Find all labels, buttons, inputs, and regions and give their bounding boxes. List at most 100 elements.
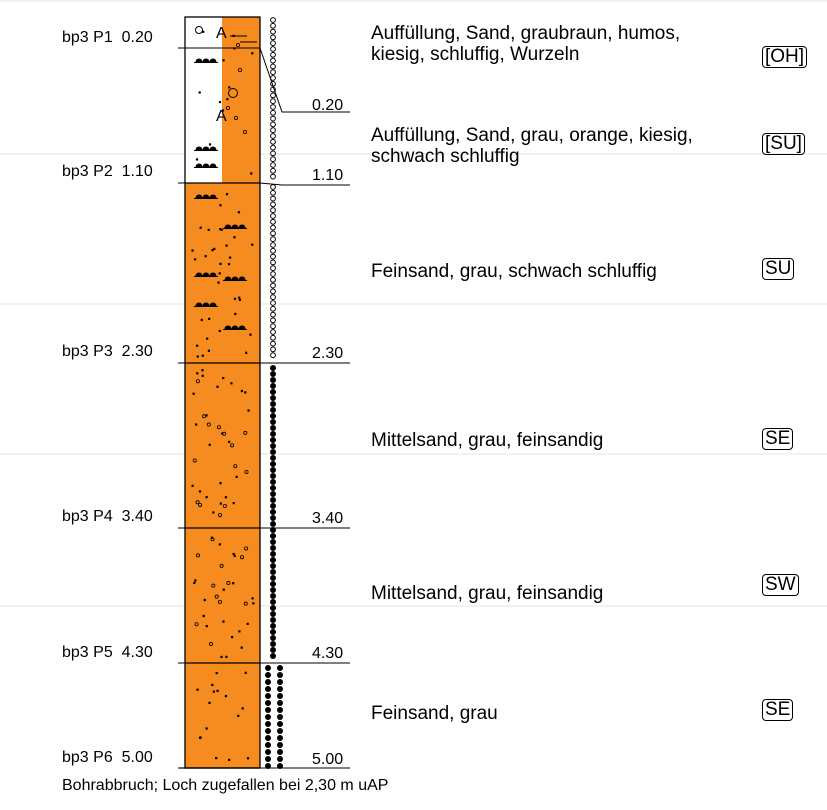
fine-sand-dot xyxy=(207,349,211,352)
silt-bump xyxy=(224,224,232,228)
silt-symbol xyxy=(223,224,247,229)
wet-dot xyxy=(270,647,276,653)
sand-dot xyxy=(230,382,233,385)
wet-dot xyxy=(270,611,276,617)
row-separators xyxy=(0,0,827,607)
depth-leader xyxy=(259,182,350,186)
fill-sand-dot xyxy=(198,91,201,94)
silt-bump xyxy=(224,325,232,329)
wet-dot xyxy=(270,551,276,557)
footer-note: Bohrabbruch; Loch zugefallen bei 2,30 m … xyxy=(62,777,389,794)
wet-dot xyxy=(270,587,276,593)
saturated-dot xyxy=(277,728,283,734)
saturated-dot xyxy=(277,686,283,692)
fine-sand-dot xyxy=(238,298,242,301)
fill-sand-dot xyxy=(222,59,225,62)
medium-sand-ring xyxy=(210,537,215,542)
sand-dot xyxy=(231,636,234,639)
silt-bump xyxy=(209,302,217,306)
saturated-dot xyxy=(265,686,271,692)
saturated-dot xyxy=(265,707,271,713)
sample-label-p6: bp3 P6 5.00 xyxy=(62,749,153,766)
medium-sand-ring xyxy=(218,513,223,518)
sand-dot xyxy=(208,443,211,446)
fine-sand-dot xyxy=(225,244,228,247)
medium-sand-ring xyxy=(243,430,248,435)
fill-sand-dot xyxy=(218,100,222,104)
moist-ring xyxy=(270,121,276,128)
moist-ring xyxy=(270,133,276,139)
sand-dot xyxy=(212,511,215,514)
saturated-dot xyxy=(265,679,271,685)
gravel-dot xyxy=(233,116,238,121)
fine-sand-dot xyxy=(208,701,211,704)
saturated-dot xyxy=(277,679,283,685)
silt-bump xyxy=(195,163,203,167)
sand-dot xyxy=(193,581,196,585)
fine-sand-dot xyxy=(212,690,215,693)
depth-label-5: 4.30 xyxy=(312,645,344,662)
fine-sand-dot xyxy=(244,671,247,674)
wet-dot xyxy=(270,461,276,467)
wet-dot xyxy=(270,413,276,419)
sand-dot xyxy=(205,414,208,417)
fine-sand-dot xyxy=(196,355,199,358)
sample-label-p1: bp3 P1 0.20 xyxy=(62,29,153,46)
wet-dot xyxy=(270,497,276,503)
moist-ring xyxy=(270,195,276,202)
medium-sand-ring xyxy=(196,553,201,558)
silt-symbol xyxy=(194,272,218,277)
medium-sand-ring xyxy=(243,601,248,606)
moisture-symbols xyxy=(265,17,283,769)
saturated-dot xyxy=(265,728,271,734)
moist-ring xyxy=(270,189,276,196)
moist-ring xyxy=(270,317,276,324)
fill-sand-dot xyxy=(226,98,229,101)
fine-sand-dot xyxy=(201,354,204,357)
saturated-dot xyxy=(265,693,271,699)
wet-dot xyxy=(270,503,276,509)
sand-dot xyxy=(224,496,228,499)
layer-description-5: Mittelsand, grau, feinsandig xyxy=(371,583,604,604)
sand-dot xyxy=(195,423,198,426)
fine-sand-dot xyxy=(233,297,237,300)
silt-symbol xyxy=(223,325,247,330)
sand-dot xyxy=(201,369,204,372)
sand-dot xyxy=(222,588,225,591)
wet-dot xyxy=(270,419,276,425)
layer-boundaries xyxy=(178,47,350,769)
medium-sand-ring xyxy=(219,563,224,568)
fine-sand-dot xyxy=(196,688,199,691)
sample-label-p5: bp3 P5 4.30 xyxy=(62,644,153,661)
moist-ring xyxy=(270,40,276,47)
soil-class-3: SU xyxy=(762,258,795,280)
moist-ring xyxy=(270,334,276,341)
medium-sand-ring xyxy=(216,425,221,430)
silt-bump xyxy=(209,194,217,198)
silt-bump xyxy=(231,224,239,228)
silt-bump xyxy=(202,163,210,167)
saturated-dot xyxy=(277,693,283,699)
wet-dot xyxy=(270,623,276,629)
wet-dot xyxy=(270,389,276,395)
moist-ring xyxy=(270,340,276,347)
moist-ring xyxy=(270,92,276,99)
soil-class-6: SE xyxy=(762,699,794,721)
silt-symbol xyxy=(194,146,218,151)
fine-sand-dot xyxy=(215,671,218,675)
moist-ring xyxy=(270,115,276,122)
soil-class-1: [OH] xyxy=(762,46,808,68)
wet-dot xyxy=(270,629,276,635)
gravel-dot xyxy=(225,106,230,111)
depth-leader xyxy=(259,47,350,113)
depth-label-4: 3.40 xyxy=(312,510,344,527)
wet-dot xyxy=(270,635,276,641)
sand-dot xyxy=(201,374,204,377)
saturated-dot xyxy=(277,707,283,713)
medium-sand-ring xyxy=(201,414,206,419)
silt-bump xyxy=(238,224,246,228)
fine-sand-dot xyxy=(246,757,250,760)
sand-dot xyxy=(219,482,222,485)
silt-symbol xyxy=(223,276,247,281)
sand-dot xyxy=(233,554,236,557)
